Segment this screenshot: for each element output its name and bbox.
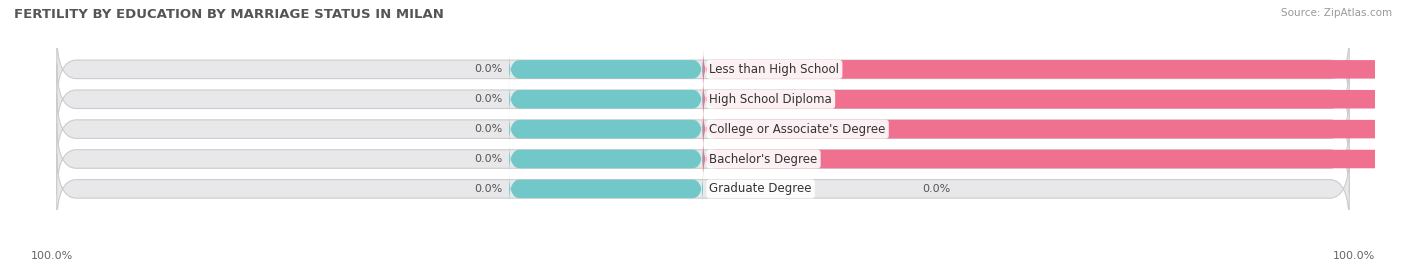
FancyBboxPatch shape <box>56 64 1350 135</box>
Text: Bachelor's Degree: Bachelor's Degree <box>710 153 818 165</box>
Text: 100.0%: 100.0% <box>1333 251 1375 261</box>
Text: Graduate Degree: Graduate Degree <box>710 182 811 195</box>
FancyBboxPatch shape <box>56 123 1350 194</box>
Text: FERTILITY BY EDUCATION BY MARRIAGE STATUS IN MILAN: FERTILITY BY EDUCATION BY MARRIAGE STATU… <box>14 8 444 21</box>
Text: 0.0%: 0.0% <box>474 94 503 104</box>
FancyBboxPatch shape <box>509 55 703 84</box>
Text: 0.0%: 0.0% <box>474 124 503 134</box>
FancyBboxPatch shape <box>509 174 703 204</box>
FancyBboxPatch shape <box>56 34 1350 105</box>
FancyBboxPatch shape <box>703 138 1406 180</box>
FancyBboxPatch shape <box>703 79 1406 120</box>
Text: 0.0%: 0.0% <box>474 154 503 164</box>
Text: 0.0%: 0.0% <box>474 64 503 74</box>
FancyBboxPatch shape <box>703 49 1406 90</box>
Text: Source: ZipAtlas.com: Source: ZipAtlas.com <box>1281 8 1392 18</box>
Text: High School Diploma: High School Diploma <box>710 93 832 106</box>
Text: 0.0%: 0.0% <box>474 184 503 194</box>
FancyBboxPatch shape <box>509 115 703 144</box>
FancyBboxPatch shape <box>509 144 703 174</box>
FancyBboxPatch shape <box>509 84 703 114</box>
Text: 0.0%: 0.0% <box>922 184 950 194</box>
FancyBboxPatch shape <box>56 94 1350 165</box>
FancyBboxPatch shape <box>56 153 1350 224</box>
Text: Less than High School: Less than High School <box>710 63 839 76</box>
FancyBboxPatch shape <box>703 108 1406 150</box>
Text: College or Associate's Degree: College or Associate's Degree <box>710 123 886 136</box>
Text: 100.0%: 100.0% <box>31 251 73 261</box>
